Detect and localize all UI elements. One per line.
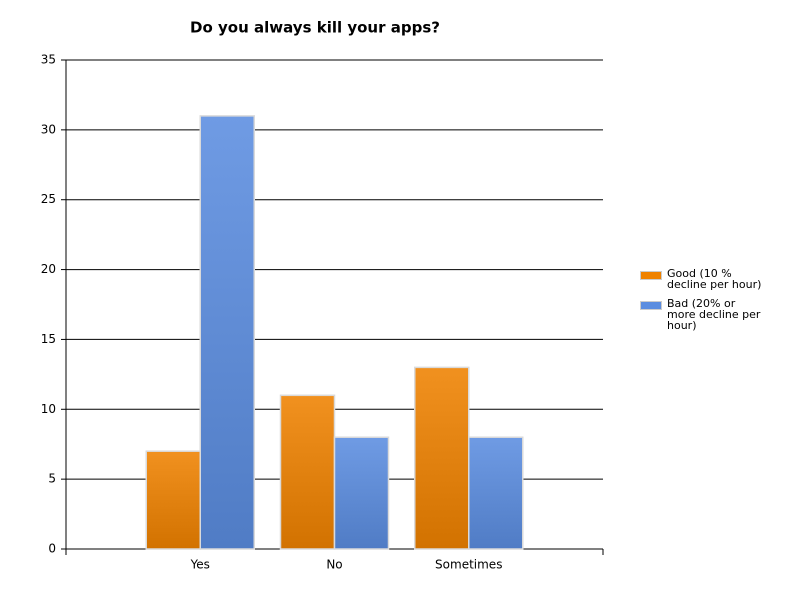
bar	[145, 450, 201, 550]
y-tick-label: 30	[41, 122, 56, 136]
legend-label: Good (10 % decline per hour)	[667, 267, 762, 291]
x-tick-label: Yes	[190, 558, 210, 572]
bar	[333, 436, 390, 550]
legend-item: Bad (20% or more decline per hour)	[640, 298, 765, 331]
y-tick-label: 15	[41, 332, 56, 346]
x-tick-label: Sometimes	[435, 558, 502, 572]
bar	[279, 394, 336, 550]
chart-title: Do you always kill your apps?	[190, 19, 440, 37]
bar	[468, 436, 524, 550]
y-tick-label: 20	[41, 262, 56, 276]
bar	[414, 366, 470, 550]
legend: Good (10 % decline per hour) Bad (20% or …	[640, 268, 765, 339]
bar	[199, 115, 255, 550]
legend-swatch	[640, 301, 662, 310]
x-tick-label: No	[326, 558, 342, 572]
y-tick-label: 35	[41, 53, 56, 67]
y-tick-label: 0	[48, 542, 56, 556]
legend-label: Bad (20% or more decline per hour)	[667, 297, 761, 332]
legend-item: Good (10 % decline per hour)	[640, 268, 765, 290]
y-tick-label: 25	[41, 192, 56, 206]
y-tick-label: 5	[48, 472, 56, 486]
legend-swatch	[640, 271, 662, 280]
y-tick-label: 10	[41, 402, 56, 416]
